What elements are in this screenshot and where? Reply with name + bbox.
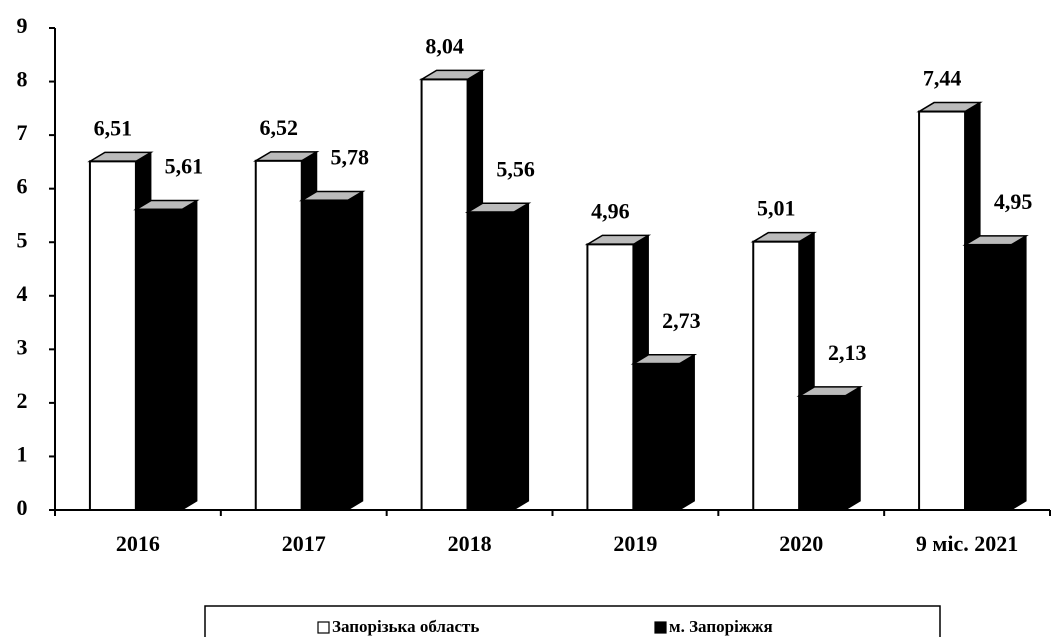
value-label: 6,52 — [260, 115, 299, 140]
value-label: 5,78 — [331, 144, 370, 169]
legend-label: Запорізька область — [332, 617, 479, 636]
y-tick-label: 6 — [17, 174, 28, 199]
value-label: 5,56 — [496, 156, 535, 181]
x-tick-label: 2016 — [116, 531, 160, 556]
bar-side — [181, 199, 198, 511]
legend-label: м. Запоріжжя — [669, 617, 773, 636]
bar-side — [1010, 235, 1027, 511]
x-tick-label: 2019 — [613, 531, 657, 556]
value-label: 7,44 — [923, 66, 962, 91]
bar-side — [844, 386, 861, 511]
x-tick-label: 2017 — [282, 531, 326, 556]
bar — [88, 160, 137, 511]
bar — [964, 243, 1013, 511]
bar — [752, 240, 801, 511]
y-tick-label: 9 — [17, 13, 28, 38]
bar — [632, 362, 681, 511]
bar-side — [347, 190, 364, 511]
bar — [254, 159, 303, 511]
bar — [300, 199, 349, 511]
y-tick-label: 4 — [17, 281, 28, 306]
legend-swatch — [317, 621, 330, 634]
bar — [420, 78, 469, 511]
x-tick-label: 9 міс. 2021 — [916, 531, 1018, 556]
value-label: 2,13 — [828, 340, 867, 365]
y-tick-label: 2 — [17, 388, 28, 413]
y-tick-label: 1 — [17, 441, 28, 466]
bar — [134, 208, 183, 511]
value-label: 5,01 — [757, 196, 796, 221]
y-tick-label: 0 — [17, 495, 28, 520]
x-tick-label: 2018 — [448, 531, 492, 556]
y-tick-label: 3 — [17, 334, 28, 359]
y-tick-label: 7 — [17, 120, 28, 145]
y-tick-label: 5 — [17, 227, 28, 252]
bar — [466, 211, 515, 511]
bar — [798, 394, 847, 511]
value-label: 4,96 — [591, 198, 630, 223]
legend-swatch — [654, 621, 667, 634]
bar — [586, 243, 635, 511]
bar — [918, 110, 967, 512]
value-label: 4,95 — [994, 189, 1033, 214]
x-tick-label: 2020 — [779, 531, 823, 556]
value-label: 8,04 — [425, 33, 464, 58]
value-label: 5,61 — [165, 154, 204, 179]
value-label: 6,51 — [94, 115, 133, 140]
y-tick-label: 8 — [17, 67, 28, 92]
value-label: 2,73 — [662, 308, 701, 333]
bar-side — [678, 353, 695, 511]
bar-side — [513, 202, 530, 511]
legend-box — [204, 605, 941, 637]
